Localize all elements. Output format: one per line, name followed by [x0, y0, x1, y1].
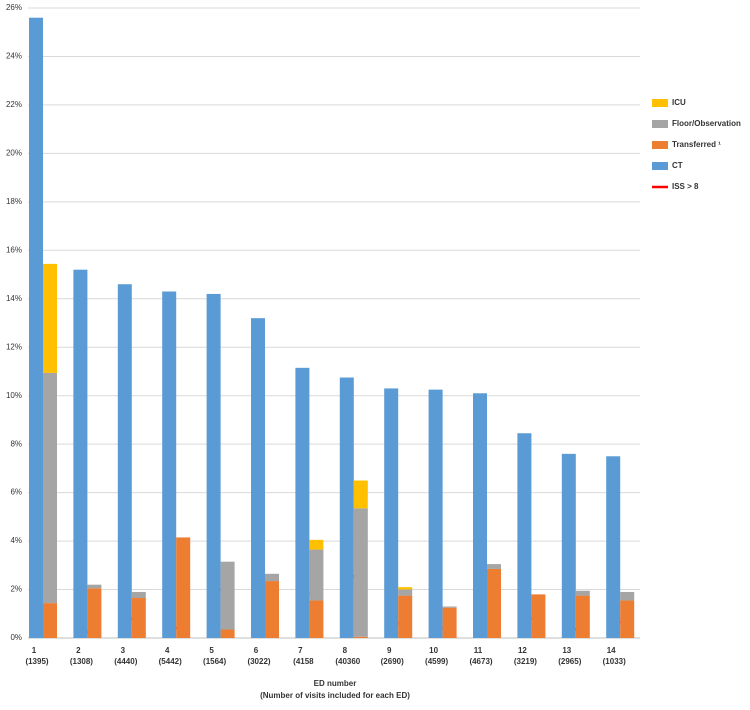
- y-tick-label: 4%: [10, 536, 22, 545]
- x-tick-label: 3: [121, 646, 126, 655]
- ct-bar: [517, 433, 532, 638]
- stack-segment: [87, 584, 102, 589]
- x-tick-label: 12: [518, 646, 527, 655]
- legend-label: Floor/Observation: [672, 119, 741, 128]
- x-tick-label: 2: [76, 646, 81, 655]
- stack-segment: [487, 568, 501, 638]
- ct-bar: [295, 367, 310, 638]
- ct-bar: [117, 284, 132, 638]
- stack-segment: [487, 564, 501, 569]
- stack-segment: [220, 561, 235, 630]
- x-tick-label: 13: [562, 646, 571, 655]
- stack-segment: [353, 636, 368, 638]
- x-tick-count: (4673): [469, 657, 492, 666]
- y-tick-label: 0%: [10, 633, 22, 642]
- x-tick-label: 4: [165, 646, 170, 655]
- y-tick-label: 2%: [10, 585, 22, 594]
- y-tick-label: 26%: [6, 3, 22, 12]
- stack-segment: [575, 590, 590, 596]
- y-tick-label: 22%: [6, 100, 22, 109]
- x-tick-count: (3219): [514, 657, 537, 666]
- x-tick-label: 14: [607, 646, 616, 655]
- stack-segment: [43, 372, 57, 604]
- stack-segment: [220, 629, 235, 638]
- stack-segment: [398, 589, 413, 596]
- ct-bar: [73, 269, 88, 638]
- legend-label: ISS > 8: [672, 182, 699, 191]
- legend-swatch: [652, 162, 668, 170]
- x-tick-label: 5: [209, 646, 214, 655]
- legend-swatch: [652, 120, 668, 128]
- x-tick-count: (4158: [293, 657, 314, 666]
- x-tick-count: (1033): [603, 657, 626, 666]
- x-tick-count: (40360: [335, 657, 360, 666]
- x-tick-count: (1564): [203, 657, 226, 666]
- x-tick-count: (1308): [70, 657, 93, 666]
- ct-bar: [339, 377, 354, 638]
- ct-bar: [428, 389, 443, 638]
- ct-bar: [162, 291, 177, 638]
- y-tick-label: 14%: [6, 294, 22, 303]
- ct-bar: [29, 17, 43, 638]
- x-tick-count: (4599): [425, 657, 448, 666]
- stack-segment: [309, 539, 324, 550]
- stack-segment: [620, 600, 635, 638]
- legend-swatch: [652, 99, 668, 107]
- stack-segment: [265, 581, 279, 638]
- y-tick-label: 24%: [6, 52, 22, 61]
- ct-bar: [606, 456, 621, 638]
- x-tick-count: (5442): [159, 657, 182, 666]
- stack-segment: [309, 600, 324, 638]
- x-tick-count: (2965): [558, 657, 581, 666]
- stack-segment: [398, 587, 413, 590]
- stack-segment: [575, 595, 590, 638]
- x-tick-count: (2690): [381, 657, 404, 666]
- stack-segment: [131, 598, 146, 638]
- stack-segment: [43, 603, 57, 638]
- y-tick-label: 8%: [10, 439, 22, 448]
- x-axis-title: ED number: [314, 679, 357, 688]
- x-tick-label: 7: [298, 646, 303, 655]
- y-tick-label: 12%: [6, 342, 22, 351]
- stack-segment: [87, 588, 102, 638]
- ct-bar: [206, 293, 221, 638]
- stack-segment: [442, 606, 457, 608]
- stack-segment: [353, 508, 368, 637]
- x-tick-label: 1: [32, 646, 37, 655]
- stack-segment: [43, 263, 57, 373]
- stack-segment: [353, 480, 368, 509]
- legend-label: CT: [672, 161, 683, 170]
- y-tick-label: 18%: [6, 197, 22, 206]
- y-tick-label: 10%: [6, 391, 22, 400]
- legend-swatch: [652, 141, 668, 149]
- x-tick-label: 6: [254, 646, 259, 655]
- x-axis-subtitle: (Number of visits included for each ED): [260, 691, 410, 700]
- x-tick-label: 9: [387, 646, 392, 655]
- ct-bar: [384, 388, 399, 638]
- stack-segment: [309, 549, 324, 601]
- stack-segment: [176, 537, 191, 638]
- x-tick-count: (1395): [25, 657, 48, 666]
- y-tick-label: 6%: [10, 488, 22, 497]
- x-tick-label: 10: [429, 646, 438, 655]
- x-tick-count: (4440): [114, 657, 137, 666]
- stack-segment: [131, 591, 146, 599]
- stack-segment: [265, 573, 279, 582]
- ct-bar: [561, 453, 576, 638]
- stack-segment: [531, 594, 546, 638]
- ct-bar: [251, 318, 265, 638]
- stack-segment: [620, 591, 635, 601]
- x-tick-count: (3022): [247, 657, 270, 666]
- x-tick-label: 11: [474, 646, 483, 655]
- x-tick-label: 8: [343, 646, 348, 655]
- y-tick-label: 20%: [6, 148, 22, 157]
- stack-segment: [398, 595, 413, 638]
- ct-bar: [473, 393, 487, 638]
- legend-label: ICU: [672, 98, 686, 107]
- y-tick-label: 16%: [6, 245, 22, 254]
- stack-segment: [442, 607, 457, 638]
- legend-label: Transferred ¹: [672, 140, 721, 149]
